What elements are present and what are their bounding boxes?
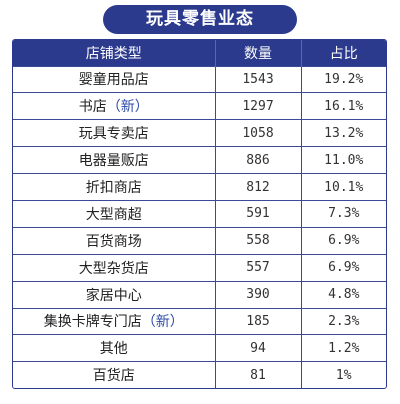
count-cell: 591	[215, 199, 302, 228]
store-type-name: 书店	[78, 99, 107, 116]
table-row: 折扣商店 812 10.1%	[13, 173, 386, 201]
data-table: 店铺类型 数量 占比 婴童用品店 1543 19.2% 书店（新） 1297 16.1% 玩…	[13, 40, 386, 388]
store-type-name: 家居中心	[85, 287, 142, 304]
table-row: 其他 94 1.2%	[13, 334, 386, 362]
share-cell: 6.9%	[301, 253, 386, 282]
store-type-cell: 书店（新）	[13, 92, 216, 120]
share-cell: 16.1%	[301, 92, 386, 120]
share-cell: 13.2%	[301, 119, 386, 147]
store-type-cell: 其他	[13, 334, 216, 362]
count-cell: 390	[215, 280, 302, 309]
store-type-cell: 百货店	[13, 361, 216, 388]
count-cell: 185	[215, 307, 302, 335]
store-type-name: 其他	[99, 341, 128, 358]
store-type-cell: 家居中心	[13, 280, 216, 309]
table-header-row: 店铺类型 数量 占比	[13, 40, 386, 66]
count-cell: 81	[215, 361, 302, 388]
store-type-name: 大型商超	[85, 206, 142, 223]
count-cell: 1058	[215, 119, 302, 147]
table-row: 大型商超 591 7.3%	[13, 199, 386, 228]
share-cell: 1.2%	[301, 334, 386, 362]
store-type-cell: 百货商场	[13, 226, 216, 255]
count-cell: 1543	[215, 65, 302, 93]
store-type-name: 折扣商店	[85, 180, 142, 196]
store-type-cell: 大型杂货店	[13, 253, 216, 282]
count-cell: 812	[215, 173, 302, 201]
store-type-cell: 集换卡牌专门店（新）	[13, 307, 216, 335]
share-cell: 7.3%	[301, 199, 386, 228]
store-type-cell: 折扣商店	[13, 173, 216, 201]
table-row: 大型杂货店 557 6.9%	[13, 253, 386, 282]
store-type-cell: 大型商超	[13, 199, 216, 228]
store-type-name: 玩具专卖店	[78, 126, 149, 143]
table-row: 家居中心 390 4.8%	[13, 280, 386, 309]
table-row: 书店（新） 1297 16.1%	[13, 92, 386, 120]
count-cell: 94	[215, 334, 302, 362]
share-cell: 6.9%	[301, 226, 386, 255]
store-type-name: 婴童用品店	[78, 72, 149, 89]
table-row: 婴童用品店 1543 19.2%	[13, 65, 386, 93]
new-tag: （新）	[106, 99, 149, 116]
share-cell: 2.3%	[301, 307, 386, 335]
retail-format-table: 店铺类型 数量 占比 婴童用品店 1543 19.2% 书店（新） 1297 16.1% 玩…	[12, 39, 387, 389]
share-cell: 19.2%	[301, 65, 386, 93]
store-type-name: 集换卡牌专门店	[43, 314, 142, 331]
table-row: 集换卡牌专门店（新） 185 2.3%	[13, 307, 386, 335]
count-cell: 557	[215, 253, 302, 282]
store-type-cell: 电器量贩店	[13, 146, 216, 174]
page-title: 玩具零售业态	[103, 5, 297, 34]
store-type-name: 大型杂货店	[78, 260, 149, 277]
new-tag: （新）	[141, 314, 184, 331]
count-cell: 558	[215, 226, 302, 255]
store-type-name: 百货商场	[85, 233, 142, 250]
share-cell: 4.8%	[301, 280, 386, 309]
share-cell: 10.1%	[301, 173, 386, 201]
table-row: 电器量贩店 886 11.0%	[13, 146, 386, 174]
store-type-cell: 婴童用品店	[13, 65, 216, 93]
share-cell: 11.0%	[301, 146, 386, 174]
count-cell: 1297	[215, 92, 302, 120]
table-row: 玩具专卖店 1058 13.2%	[13, 119, 386, 147]
store-type-cell: 玩具专卖店	[13, 119, 216, 147]
table-row: 百货商场 558 6.9%	[13, 226, 386, 255]
header-count: 数量	[215, 40, 302, 66]
table-body: 婴童用品店 1543 19.2% 书店（新） 1297 16.1% 玩具专卖店 1058 13.…	[13, 65, 386, 388]
header-share: 占比	[329, 45, 358, 62]
store-type-name: 百货店	[92, 368, 135, 385]
store-type-name: 电器量贩店	[78, 153, 149, 170]
count-cell: 886	[215, 146, 302, 174]
header-store-type: 店铺类型	[13, 40, 216, 66]
table-row: 百货店 81 1%	[13, 361, 386, 388]
share-cell: 1%	[301, 361, 386, 388]
